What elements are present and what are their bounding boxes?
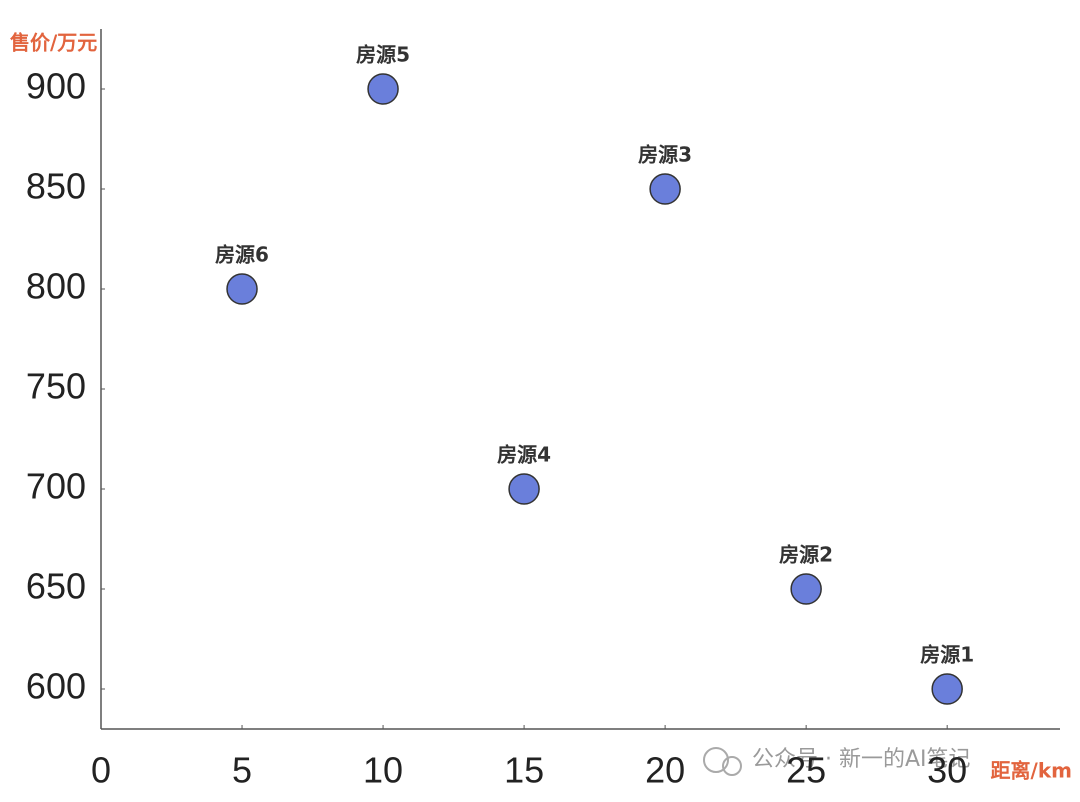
x-axis-title: 距离/km	[991, 759, 1072, 783]
x-tick-label: 0	[91, 750, 111, 791]
x-tick-label: 5	[232, 750, 252, 791]
x-tick-label: 30	[927, 750, 967, 791]
point-label: 房源6	[215, 243, 269, 267]
y-tick-label: 800	[26, 266, 86, 307]
x-tick-label: 10	[363, 750, 403, 791]
y-tick-label: 700	[26, 466, 86, 507]
point-label: 房源3	[638, 143, 692, 167]
y-axis-title: 售价/万元	[10, 31, 97, 55]
y-tick-label: 850	[26, 166, 86, 207]
point	[790, 573, 822, 605]
x-tick-label: 20	[645, 750, 685, 791]
y-tick-label: 750	[26, 366, 86, 407]
point	[226, 273, 258, 305]
watermark-icon	[722, 756, 742, 776]
point-label: 房源1	[920, 643, 974, 667]
x-tick-label: 15	[504, 750, 544, 791]
point	[931, 673, 963, 705]
y-tick-label: 900	[26, 66, 86, 107]
y-tick-label: 600	[26, 666, 86, 707]
watermark: 公众号 · 新一的AI笔记	[703, 747, 971, 776]
point-label: 房源2	[779, 543, 833, 567]
watermark-icon	[703, 747, 729, 773]
x-tick-label: 25	[786, 750, 826, 791]
point	[367, 73, 399, 105]
point-label: 房源5	[356, 43, 410, 67]
watermark-text: 公众号 · 新一的AI笔记	[752, 747, 971, 772]
point-label: 房源4	[497, 443, 551, 467]
y-tick-label: 650	[26, 566, 86, 607]
point	[508, 473, 540, 505]
point	[649, 173, 681, 205]
